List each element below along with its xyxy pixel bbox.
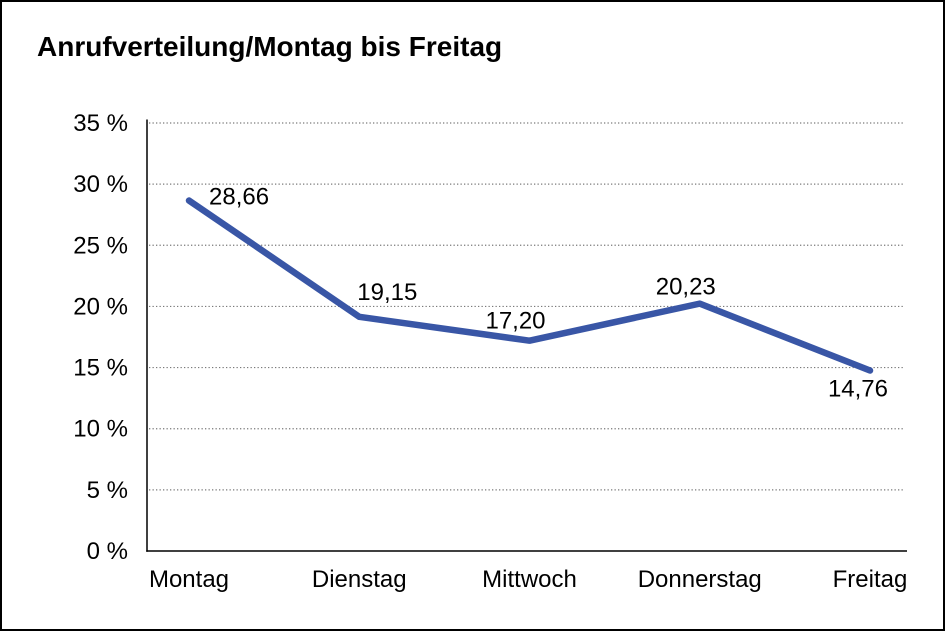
y-tick-label: 20 % <box>73 293 128 320</box>
y-tick-label: 15 % <box>73 355 128 382</box>
series-line <box>185 197 874 374</box>
x-axis-label: Montag <box>149 566 229 593</box>
data-label: 20,23 <box>656 274 716 301</box>
data-label: 17,20 <box>485 308 545 335</box>
data-label: 28,66 <box>209 184 269 211</box>
data-label: 19,15 <box>357 279 417 306</box>
x-axis-label: Donnerstag <box>638 566 762 593</box>
y-tick-label: 10 % <box>73 416 128 443</box>
x-axis-label: Mittwoch <box>482 566 577 593</box>
data-label: 14,76 <box>828 376 888 403</box>
y-tick-label: 30 % <box>73 171 128 198</box>
x-axis-label: Freitag <box>833 566 908 593</box>
y-tick-label: 5 % <box>87 477 128 504</box>
y-tick-label: 25 % <box>73 232 128 259</box>
y-tick-label: 0 % <box>87 538 128 565</box>
y-tick-label: 35 % <box>73 110 128 137</box>
chart-title: Anrufverteilung/Montag bis Freitag <box>37 31 503 62</box>
x-axis-label: Dienstag <box>312 566 407 593</box>
